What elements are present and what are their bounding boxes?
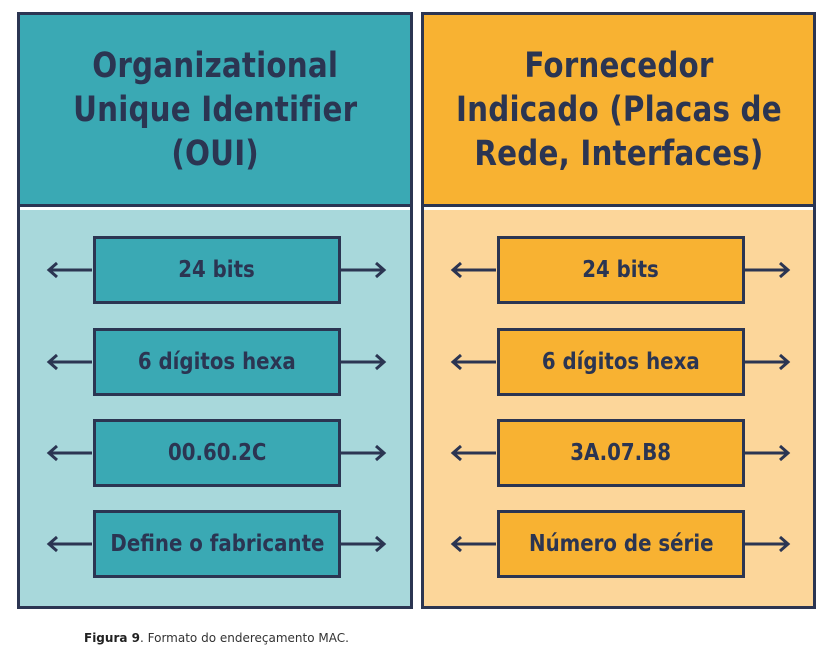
oui-title-line: Organizational: [92, 45, 338, 86]
oui-row-label: 24 bits: [178, 257, 256, 283]
vendor-body: 24 bits 6 dígitos hexa 3A.07.B8 Número d…: [424, 210, 813, 606]
arrow-right-icon: [341, 444, 387, 462]
arrow-left-icon: [450, 353, 496, 371]
arrow-right-icon: [341, 261, 387, 279]
arrow-left-icon: [46, 444, 92, 462]
arrow-left-icon: [450, 444, 496, 462]
vendor-box: 6 dígitos hexa: [497, 328, 745, 396]
vendor-title-line: Rede, Interfaces): [473, 133, 764, 174]
arrow-right-icon: [745, 261, 791, 279]
vendor-row-label: 3A.07.B8: [570, 440, 672, 466]
arrow-left-icon: [450, 261, 496, 279]
oui-row-label: 00.60.2C: [167, 440, 267, 466]
oui-title-line: (OUI): [171, 133, 259, 174]
vendor-panel: Fornecedor Indicado (Placas de Rede, Int…: [421, 12, 816, 609]
vendor-title-line: Indicado (Placas de: [455, 89, 782, 130]
oui-box: Define o fabricante: [93, 510, 341, 578]
oui-title: Organizational Unique Identifier (OUI): [73, 44, 357, 176]
oui-body: 24 bits 6 dígitos hexa 00.60.2C Define o…: [20, 210, 410, 606]
oui-row-size: 24 bits: [20, 236, 410, 304]
vendor-row-label: 6 dígitos hexa: [542, 349, 700, 375]
vendor-row-example: 3A.07.B8: [424, 419, 813, 487]
oui-panel: Organizational Unique Identifier (OUI) 2…: [17, 12, 413, 609]
arrow-right-icon: [745, 444, 791, 462]
vendor-row-size: 24 bits: [424, 236, 813, 304]
vendor-box: 3A.07.B8: [497, 419, 745, 487]
figure-caption: Figura 9. Formato do endereçamento MAC.: [84, 631, 349, 645]
arrow-right-icon: [745, 353, 791, 371]
arrow-right-icon: [745, 535, 791, 553]
figure-caption-label: Figura 9: [84, 631, 140, 645]
vendor-row-label: Número de série: [528, 531, 714, 557]
vendor-box: Número de série: [497, 510, 745, 578]
vendor-row-format: 6 dígitos hexa: [424, 328, 813, 396]
oui-row-example: 00.60.2C: [20, 419, 410, 487]
oui-row-label: 6 dígitos hexa: [138, 349, 296, 375]
arrow-left-icon: [46, 261, 92, 279]
figure-caption-text: . Formato do endereçamento MAC.: [140, 631, 349, 645]
arrow-right-icon: [341, 353, 387, 371]
vendor-header: Fornecedor Indicado (Placas de Rede, Int…: [424, 15, 813, 207]
oui-box: 6 dígitos hexa: [93, 328, 341, 396]
oui-row-meaning: Define o fabricante: [20, 510, 410, 578]
oui-row-format: 6 dígitos hexa: [20, 328, 410, 396]
vendor-row-label: 24 bits: [582, 257, 660, 283]
vendor-row-meaning: Número de série: [424, 510, 813, 578]
oui-row-label: Define o fabricante: [109, 531, 325, 557]
oui-title-line: Unique Identifier: [72, 89, 358, 130]
arrow-right-icon: [341, 535, 387, 553]
oui-box: 00.60.2C: [93, 419, 341, 487]
arrow-left-icon: [46, 353, 92, 371]
vendor-title: Fornecedor Indicado (Placas de Rede, Int…: [456, 44, 782, 176]
vendor-title-line: Fornecedor: [523, 45, 714, 86]
oui-box: 24 bits: [93, 236, 341, 304]
arrow-left-icon: [46, 535, 92, 553]
vendor-box: 24 bits: [497, 236, 745, 304]
arrow-left-icon: [450, 535, 496, 553]
oui-header: Organizational Unique Identifier (OUI): [20, 15, 410, 207]
